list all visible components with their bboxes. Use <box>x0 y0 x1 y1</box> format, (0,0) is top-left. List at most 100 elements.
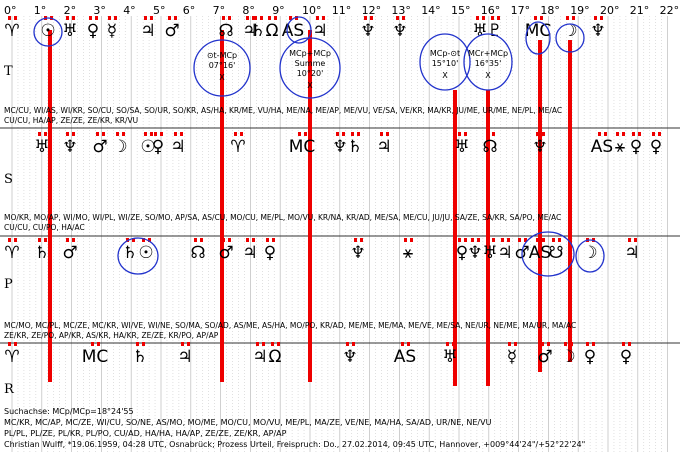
planet-glyph: ☉ <box>138 243 153 263</box>
marker-dot <box>148 238 151 242</box>
marker-dot <box>97 342 100 346</box>
marker-dot <box>122 132 125 136</box>
planet-glyph: ♃ <box>497 243 512 263</box>
marker-dot <box>114 16 117 20</box>
marker-dot <box>446 342 449 346</box>
planet-glyph: ☉ <box>40 21 55 41</box>
marker-dot <box>458 238 461 242</box>
marker-dot <box>72 238 75 242</box>
planet-glyph: ♅ <box>62 21 77 41</box>
marker-dot <box>342 132 345 136</box>
footer-line: MC/KR, MC/AP, MC/ZE, WI/CU, SO/NE, AS/MO… <box>4 418 492 427</box>
degree-label: 16° <box>481 4 501 17</box>
marker-dot <box>144 16 147 20</box>
degree-label: 10° <box>302 4 322 17</box>
planet-glyph: ♀ <box>456 243 468 263</box>
planet-glyph: ♅ <box>442 347 457 367</box>
planet-glyph: ⚹ <box>403 243 413 263</box>
circle-text: X <box>485 71 491 80</box>
planet-glyph: AS <box>394 347 416 367</box>
marker-dot <box>638 132 641 136</box>
footer-line: Christian Wulff, *19.06.1959, 04:28 UTC,… <box>4 440 585 449</box>
planet-glyph: ♃ <box>312 21 327 41</box>
degree-label: 8° <box>242 4 255 17</box>
marker-dot <box>262 342 265 346</box>
planet-glyph: ♈ <box>4 21 19 41</box>
highlight-circle <box>117 237 159 275</box>
marker-dot <box>558 238 561 242</box>
marker-dot <box>187 342 190 346</box>
circle-text: X <box>442 71 448 80</box>
marker-dot <box>228 238 231 242</box>
planet-glyph: ♃ <box>624 243 639 263</box>
planet-glyph: ♀ <box>152 137 164 157</box>
planet-glyph: AS <box>591 137 613 157</box>
circle-text: 15°10' <box>432 59 459 68</box>
marker-dot <box>8 238 11 242</box>
planet-glyph: ♀ <box>630 137 642 157</box>
marker-dot <box>66 16 69 20</box>
marker-dot <box>628 342 631 346</box>
degree-label: 15° <box>451 4 471 17</box>
planet-glyph: ♅ <box>454 137 469 157</box>
marker-dot <box>386 132 389 136</box>
marker-dot <box>570 342 573 346</box>
marker-dot <box>222 238 225 242</box>
marker-dot <box>360 238 363 242</box>
marker-dot <box>351 132 354 136</box>
marker-dot <box>240 132 243 136</box>
marker-dot <box>508 342 511 346</box>
marker-dot <box>150 16 153 20</box>
degree-label: 1° <box>34 4 47 17</box>
highlight-circle <box>279 37 341 99</box>
marker-dot <box>536 132 539 136</box>
row-label: T <box>4 64 13 79</box>
marker-dot <box>89 16 92 20</box>
marker-dot <box>592 342 595 346</box>
marker-dot <box>632 132 635 136</box>
planet-glyph: ♂ <box>164 21 179 41</box>
planet-glyph: ☽ <box>112 137 127 157</box>
planet-glyph: ♄ <box>122 243 137 263</box>
marker-dot <box>144 132 147 136</box>
marker-dot <box>370 16 373 20</box>
planet-glyph: ♃ <box>242 243 257 263</box>
marker-dot <box>174 132 177 136</box>
annotation-line: CU/CU, HA/AP, ZE/ZE, ZE/KR, KR/VU <box>4 116 138 125</box>
marker-dot <box>501 238 504 242</box>
planet-glyph: ♅ <box>34 137 49 157</box>
marker-dot <box>102 132 105 136</box>
planet-glyph: ♀ <box>650 137 662 157</box>
marker-dot <box>346 342 349 346</box>
degree-label: 0° <box>4 4 17 17</box>
degree-label: 7° <box>213 4 226 17</box>
marker-dot <box>396 16 399 20</box>
marker-dot <box>246 238 249 242</box>
planet-glyph: ♆ <box>532 137 547 157</box>
marker-dot <box>658 132 661 136</box>
marker-dot <box>174 16 177 20</box>
circle-text: MCp-⊙t <box>430 49 460 58</box>
row-label: S <box>4 172 13 187</box>
degree-label: 3° <box>93 4 106 17</box>
circle-text: X <box>219 73 225 82</box>
planet-glyph: ☋ <box>548 243 563 263</box>
marker-dot <box>180 132 183 136</box>
circle-text: MCr+MCp <box>468 49 508 58</box>
marker-dot <box>634 238 637 242</box>
marker-dot <box>44 238 47 242</box>
degree-label: 12° <box>362 4 382 17</box>
planet-glyph: ♂ <box>62 243 77 263</box>
marker-dot <box>476 16 479 20</box>
planet-glyph: ♃ <box>242 21 257 41</box>
marker-dot <box>541 342 544 346</box>
marker-dot <box>142 342 145 346</box>
degree-label: 2° <box>64 4 77 17</box>
planet-glyph: ♆ <box>392 21 407 41</box>
circle-text: ⊙t-MCp <box>207 51 237 60</box>
marker-dot <box>95 16 98 20</box>
planet-glyph: MC <box>525 21 552 41</box>
marker-dot <box>38 132 41 136</box>
marker-dot <box>268 16 271 20</box>
